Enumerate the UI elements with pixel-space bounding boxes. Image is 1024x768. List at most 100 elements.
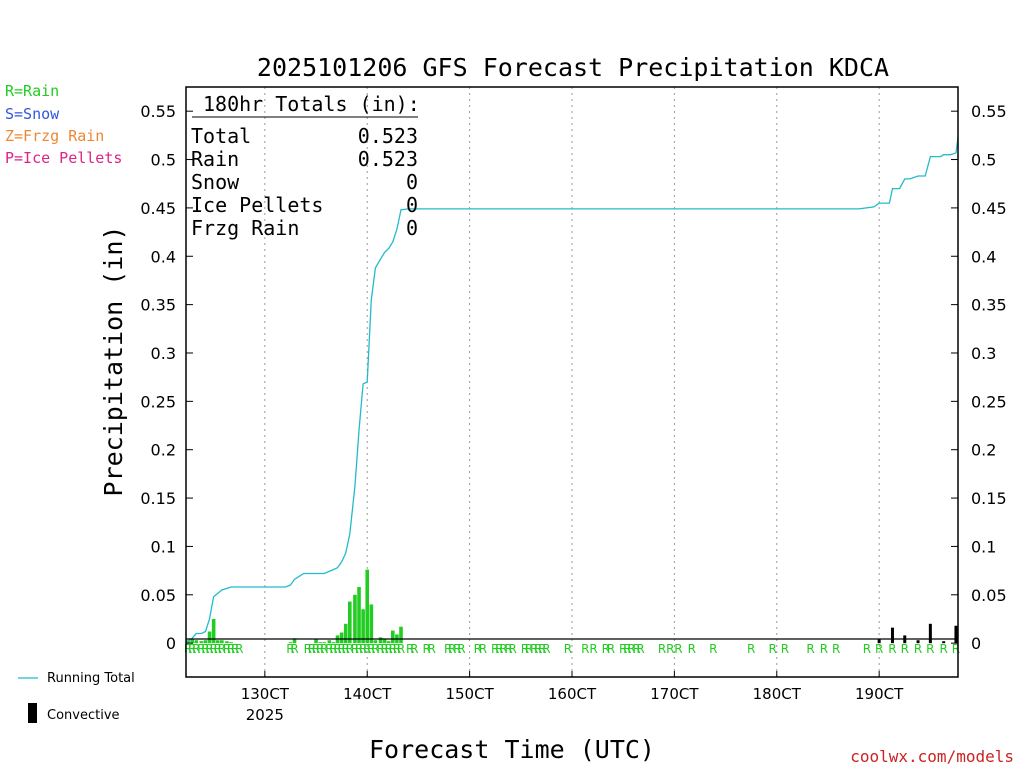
precip-type-marker: R (479, 642, 487, 656)
x-tick-label: 170CT (650, 685, 699, 703)
precip-bar (373, 640, 378, 644)
y-tick-label-left: 0.4 (151, 247, 176, 266)
precip-type-marker: R (444, 642, 452, 656)
precip-type-marker: R (320, 642, 328, 656)
x-tick-label: 140CT (343, 685, 392, 703)
totals-label-snow: Snow (191, 170, 240, 194)
x-tick-label: 160CT (548, 685, 597, 703)
precip-type-marker: R (623, 642, 631, 656)
precip-type-marker: R (197, 642, 205, 656)
precip-type-marker: R (422, 642, 430, 656)
precip-type-marker: R (542, 642, 550, 656)
x-axis-label: Forecast Time (UTC) (369, 735, 655, 764)
precip-type-marker: R (337, 642, 345, 656)
y-tick-label-right: 0.2 (971, 441, 996, 460)
convective-bar (942, 641, 946, 644)
precip-bar (207, 631, 212, 644)
precip-type-marker: R (589, 642, 597, 656)
precip-bar (348, 601, 352, 644)
precip-bar (190, 639, 194, 644)
precip-type-marker: R (564, 642, 572, 656)
y-tick-label-right: 0.05 (971, 586, 1007, 605)
y-tick-label-right: 0.45 (971, 199, 1007, 218)
y-tick-label-right: 0 (971, 634, 981, 653)
precip-type-marker: R (380, 642, 388, 656)
precip-type-marker: R (325, 642, 333, 656)
running-total-line (185, 137, 959, 643)
precip-type-marker: R (308, 642, 316, 656)
precip-type-marker: R (474, 642, 482, 656)
precip-type-marker: R (342, 642, 350, 656)
convective-bar (954, 625, 958, 644)
legend-snow: S=Snow (5, 105, 60, 123)
legend-ice-pellets: P=Ice Pellets (5, 149, 122, 167)
precip-type-marker: R (525, 642, 533, 656)
totals-label-total: Total (191, 124, 251, 148)
precip-type-marker: R (832, 642, 840, 656)
precip-type-marker: R (914, 642, 922, 656)
precip-type-marker: R (316, 642, 324, 656)
x-tick-label: 190CT (855, 685, 904, 703)
precip-bar (339, 632, 344, 644)
precip-type-marker: R (619, 642, 627, 656)
totals-label-rain: Rain (191, 147, 239, 171)
legend-rain: R=Rain (5, 82, 59, 100)
precip-type-marker: R (508, 642, 516, 656)
precip-type-marker: R (286, 642, 294, 656)
precip-type-marker: R (491, 642, 499, 656)
y-tick-label-left: 0.3 (151, 344, 176, 363)
precip-bar (386, 641, 391, 644)
precip-type-marker: R (428, 642, 436, 656)
y-tick-label-right: 0.15 (971, 489, 1007, 508)
precip-type-marker: R (188, 642, 196, 656)
precip-type-marker: R (863, 642, 871, 656)
y-tick-label-right: 0.5 (971, 151, 996, 170)
precip-bars (186, 569, 403, 644)
precip-bar (215, 640, 220, 644)
precip-type-marker: R (192, 642, 200, 656)
y-tick-label-right: 0.3 (971, 344, 996, 363)
precip-type-marker: R (218, 642, 226, 656)
precip-type-marker: R (888, 642, 896, 656)
totals-value-ice-pellets: 0 (406, 193, 418, 217)
y-tick-label-left: 0.5 (151, 151, 176, 170)
precip-bar (391, 630, 395, 644)
x-tick-label: 130CT (241, 685, 290, 703)
precip-type-marker: R (333, 642, 341, 656)
convective-bar (928, 623, 932, 644)
precip-type-marker: R (385, 642, 393, 656)
precip-bar (369, 604, 374, 644)
y-tick-label-left: 0.25 (140, 392, 176, 411)
precip-bar (194, 640, 199, 644)
precip-type-marker: R (367, 642, 375, 656)
precip-type-marker: R (290, 642, 298, 656)
y-tick-label-left: 0.15 (140, 489, 176, 508)
precip-type-marker: R (952, 642, 960, 656)
precip-bar (322, 642, 327, 644)
totals-label-frzg-rain: Frzg Rain (191, 216, 299, 240)
precip-type-marker: R (530, 642, 538, 656)
totals-value-frzg-rain: 0 (406, 216, 418, 240)
gridlines (264, 87, 880, 677)
totals-value-rain: 0.523 (358, 147, 418, 171)
precip-type-marker: R (393, 642, 401, 656)
precip-type-marker: R (363, 642, 371, 656)
precip-type-marker: R (581, 642, 589, 656)
precip-bar (211, 618, 216, 644)
convective-bar (877, 639, 881, 644)
precip-bar (199, 641, 204, 644)
precip-type-marker: R (346, 642, 354, 656)
y-tick-label-right: 0.4 (971, 247, 996, 266)
precip-type-marker: R (201, 642, 209, 656)
y-tick-label-right: 0.35 (971, 296, 1007, 315)
y-tick-label-left: 0.45 (140, 199, 176, 218)
convective-bars (877, 623, 958, 644)
y-tick-label-right: 0.1 (971, 537, 996, 556)
y-axis-label: Precipitation (in) (99, 226, 128, 497)
precip-type-marker: R (359, 642, 367, 656)
precip-bar (225, 641, 229, 644)
precip-type-marker: R (406, 642, 414, 656)
totals-box: 180hr Totals (in): Total 0.523 Rain 0.52… (191, 92, 420, 240)
precip-type-marker: R (355, 642, 363, 656)
